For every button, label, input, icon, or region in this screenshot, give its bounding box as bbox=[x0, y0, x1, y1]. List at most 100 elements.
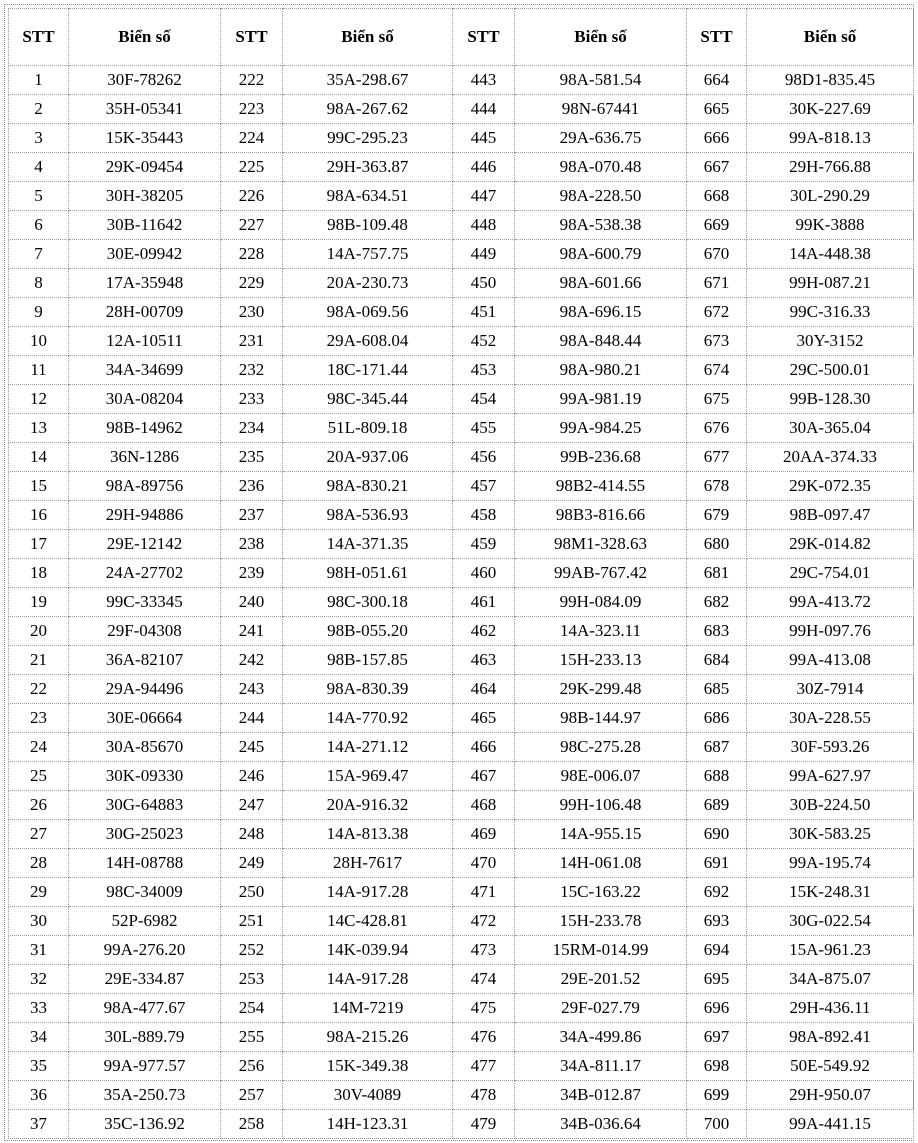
table-row: 29 98C-34009 250 14A-917.28 471 15C-163.22 692… bbox=[8, 877, 914, 907]
plate-number-cell: 29E-334.87 bbox=[68, 964, 221, 994]
stt-cell: 452 bbox=[452, 326, 515, 356]
plate-number-cell: 35H-05341 bbox=[68, 94, 221, 124]
stt-cell: 224 bbox=[220, 123, 283, 153]
plate-number-cell: 98A-070.48 bbox=[514, 152, 687, 182]
plate-number-cell: 17A-35948 bbox=[68, 268, 221, 298]
stt-cell: 30 bbox=[8, 906, 69, 936]
plate-number-cell: 30G-64883 bbox=[68, 790, 221, 820]
plate-number-cell: 98A-228.50 bbox=[514, 181, 687, 211]
plate-number-cell: 98A-477.67 bbox=[68, 993, 221, 1023]
stt-cell: 11 bbox=[8, 355, 69, 385]
stt-cell: 227 bbox=[220, 210, 283, 240]
plate-number-cell: 99A-627.97 bbox=[746, 761, 914, 791]
plate-number-cell: 98A-600.79 bbox=[514, 239, 687, 269]
plate-number-cell: 98M1-328.63 bbox=[514, 529, 687, 559]
plate-number-cell: 98B-109.48 bbox=[282, 210, 453, 240]
plate-number-cell: 14A-323.11 bbox=[514, 616, 687, 646]
stt-cell: 475 bbox=[452, 993, 515, 1023]
stt-cell: 21 bbox=[8, 645, 69, 675]
stt-cell: 477 bbox=[452, 1051, 515, 1081]
stt-cell: 16 bbox=[8, 500, 69, 530]
stt-cell: 26 bbox=[8, 790, 69, 820]
stt-cell: 473 bbox=[452, 935, 515, 965]
plate-number-cell: 99A-413.08 bbox=[746, 645, 914, 675]
table-row: 10 12A-10511 231 29A-608.04 452 98A-848.44 673… bbox=[8, 326, 914, 356]
plate-number-cell: 98C-300.18 bbox=[282, 587, 453, 617]
plate-number-cell: 29H-94886 bbox=[68, 500, 221, 530]
stt-cell: 451 bbox=[452, 297, 515, 327]
plate-number-cell: 28H-00709 bbox=[68, 297, 221, 327]
plate-number-cell: 14A-917.28 bbox=[282, 877, 453, 907]
table-row: 12 30A-08204 233 98C-345.44 454 99A-981.19 675… bbox=[8, 384, 914, 414]
stt-cell: 27 bbox=[8, 819, 69, 849]
header-bien-so: Biển số bbox=[514, 8, 687, 66]
plate-number-cell: 98A-215.26 bbox=[282, 1022, 453, 1052]
stt-cell: 476 bbox=[452, 1022, 515, 1052]
stt-cell: 682 bbox=[686, 587, 747, 617]
stt-cell: 691 bbox=[686, 848, 747, 878]
stt-cell: 252 bbox=[220, 935, 283, 965]
stt-cell: 469 bbox=[452, 819, 515, 849]
plate-number-cell: 15H-233.13 bbox=[514, 645, 687, 675]
table-row: 22 29A-94496 243 98A-830.39 464 29K-299.48 685… bbox=[8, 674, 914, 704]
stt-cell: 228 bbox=[220, 239, 283, 269]
stt-cell: 234 bbox=[220, 413, 283, 443]
plate-number-cell: 30A-228.55 bbox=[746, 703, 914, 733]
plate-number-cell: 30G-25023 bbox=[68, 819, 221, 849]
plate-number-cell: 99K-3888 bbox=[746, 210, 914, 240]
stt-cell: 25 bbox=[8, 761, 69, 791]
stt-cell: 700 bbox=[686, 1109, 747, 1139]
license-plate-table: STT Biển số STT Biển số STT Biển số STT Biển số… bbox=[8, 8, 914, 1139]
header-stt: STT bbox=[8, 8, 69, 66]
plate-number-cell: 20A-916.32 bbox=[282, 790, 453, 820]
plate-number-cell: 20AA-374.33 bbox=[746, 442, 914, 472]
plate-number-cell: 99A-981.19 bbox=[514, 384, 687, 414]
stt-cell: 457 bbox=[452, 471, 515, 501]
stt-cell: 466 bbox=[452, 732, 515, 762]
stt-cell: 459 bbox=[452, 529, 515, 559]
stt-cell: 479 bbox=[452, 1109, 515, 1139]
plate-number-cell: 30H-38205 bbox=[68, 181, 221, 211]
plate-number-cell: 99H-097.76 bbox=[746, 616, 914, 646]
plate-number-cell: 15C-163.22 bbox=[514, 877, 687, 907]
plate-number-cell: 29A-636.75 bbox=[514, 123, 687, 153]
plate-number-cell: 18C-171.44 bbox=[282, 355, 453, 385]
plate-number-cell: 29A-94496 bbox=[68, 674, 221, 704]
stt-cell: 34 bbox=[8, 1022, 69, 1052]
plate-number-cell: 36N-1286 bbox=[68, 442, 221, 472]
stt-cell: 673 bbox=[686, 326, 747, 356]
stt-cell: 699 bbox=[686, 1080, 747, 1110]
stt-cell: 28 bbox=[8, 848, 69, 878]
stt-cell: 666 bbox=[686, 123, 747, 153]
plate-number-cell: 98A-634.51 bbox=[282, 181, 453, 211]
plate-number-cell: 30V-4089 bbox=[282, 1080, 453, 1110]
stt-cell: 8 bbox=[8, 268, 69, 298]
table-row: 30 52P-6982 251 14C-428.81 472 15H-233.78 693 3… bbox=[8, 906, 914, 936]
stt-cell: 688 bbox=[686, 761, 747, 791]
stt-cell: 32 bbox=[8, 964, 69, 994]
stt-cell: 467 bbox=[452, 761, 515, 791]
stt-cell: 445 bbox=[452, 123, 515, 153]
plate-number-cell: 30A-85670 bbox=[68, 732, 221, 762]
table-row: 23 30E-06664 244 14A-770.92 465 98B-144.97 686… bbox=[8, 703, 914, 733]
stt-cell: 456 bbox=[452, 442, 515, 472]
table-row: 11 34A-34699 232 18C-171.44 453 98A-980.21 674… bbox=[8, 355, 914, 385]
plate-number-cell: 30K-09330 bbox=[68, 761, 221, 791]
stt-cell: 3 bbox=[8, 123, 69, 153]
header-stt: STT bbox=[686, 8, 747, 66]
plate-number-cell: 29H-950.07 bbox=[746, 1080, 914, 1110]
stt-cell: 13 bbox=[8, 413, 69, 443]
stt-cell: 679 bbox=[686, 500, 747, 530]
stt-cell: 243 bbox=[220, 674, 283, 704]
plate-number-cell: 20A-230.73 bbox=[282, 268, 453, 298]
table-row: 17 29E-12142 238 14A-371.35 459 98M1-328.63 68… bbox=[8, 529, 914, 559]
stt-cell: 669 bbox=[686, 210, 747, 240]
stt-cell: 448 bbox=[452, 210, 515, 240]
plate-number-cell: 98A-601.66 bbox=[514, 268, 687, 298]
table-row: 24 30A-85670 245 14A-271.12 466 98C-275.28 687… bbox=[8, 732, 914, 762]
stt-cell: 225 bbox=[220, 152, 283, 182]
plate-number-cell: 98B3-816.66 bbox=[514, 500, 687, 530]
plate-number-cell: 35A-250.73 bbox=[68, 1080, 221, 1110]
plate-number-cell: 30G-022.54 bbox=[746, 906, 914, 936]
table-row: 21 36A-82107 242 98B-157.85 463 15H-233.13 684… bbox=[8, 645, 914, 675]
